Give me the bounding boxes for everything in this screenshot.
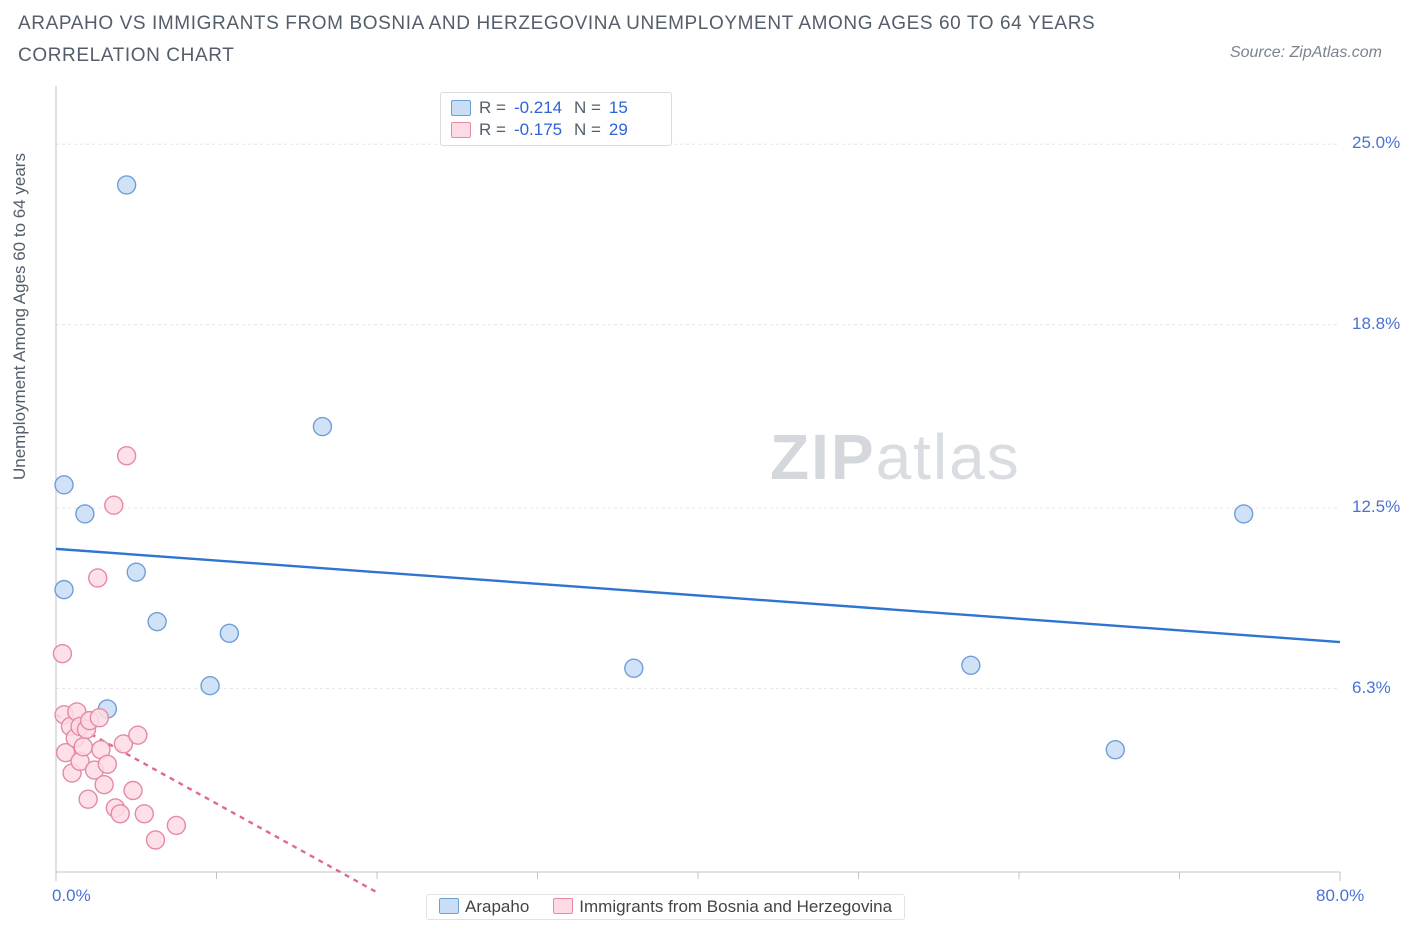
y-tick: 18.8% [1352, 314, 1400, 334]
x-tick: 80.0% [1316, 886, 1364, 906]
series-legend: Arapaho Immigrants from Bosnia and Herzeg… [426, 894, 905, 920]
stats-row: R = -0.175N = 29 [451, 119, 661, 141]
stats-row: R = -0.214N = 15 [451, 97, 661, 119]
y-tick: 6.3% [1352, 678, 1391, 698]
y-tick: 12.5% [1352, 497, 1400, 517]
x-tick: 0.0% [52, 886, 91, 906]
scatter-plot [0, 0, 1400, 902]
stats-legend: R = -0.214N = 15R = -0.175N = 29 [440, 92, 672, 146]
legend-item: Arapaho [439, 897, 529, 917]
y-tick: 25.0% [1352, 133, 1400, 153]
legend-item: Immigrants from Bosnia and Herzegovina [553, 897, 892, 917]
